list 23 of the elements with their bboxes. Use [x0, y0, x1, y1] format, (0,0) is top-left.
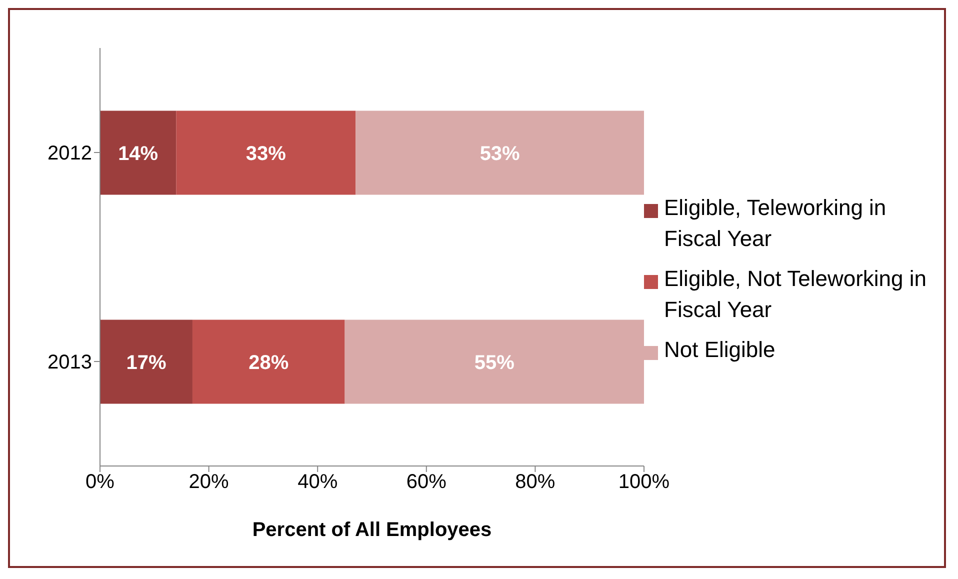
bar — [100, 110, 176, 195]
x-axis-title: Percent of All Employees — [252, 519, 492, 541]
data-label: 55% — [474, 352, 515, 374]
data-label: 17% — [126, 352, 166, 374]
x-tick-label: 0% — [86, 471, 115, 494]
legend-label: Eligible, Teleworking in Fiscal Year — [664, 194, 888, 253]
data-label: 28% — [248, 352, 289, 374]
bar — [100, 320, 192, 404]
data-label: 14% — [118, 142, 158, 165]
legend-label: Eligible, Not Teleworking in Fiscal Year — [664, 265, 928, 324]
bar — [176, 110, 356, 195]
x-tick-label: 80% — [515, 471, 556, 494]
x-tick-label: 20% — [188, 471, 230, 494]
x-tick-label: 40% — [298, 471, 338, 494]
y-tick-label: 2013 — [48, 352, 92, 374]
data-label: 53% — [480, 142, 520, 165]
x-tick-label: 60% — [406, 471, 447, 494]
bar — [192, 320, 345, 404]
bar — [356, 110, 644, 195]
x-tick-label: 100% — [618, 471, 670, 494]
legend-label: Not Eligible — [664, 336, 776, 364]
data-label: 33% — [246, 142, 286, 165]
y-tick-label: 2012 — [48, 142, 92, 165]
